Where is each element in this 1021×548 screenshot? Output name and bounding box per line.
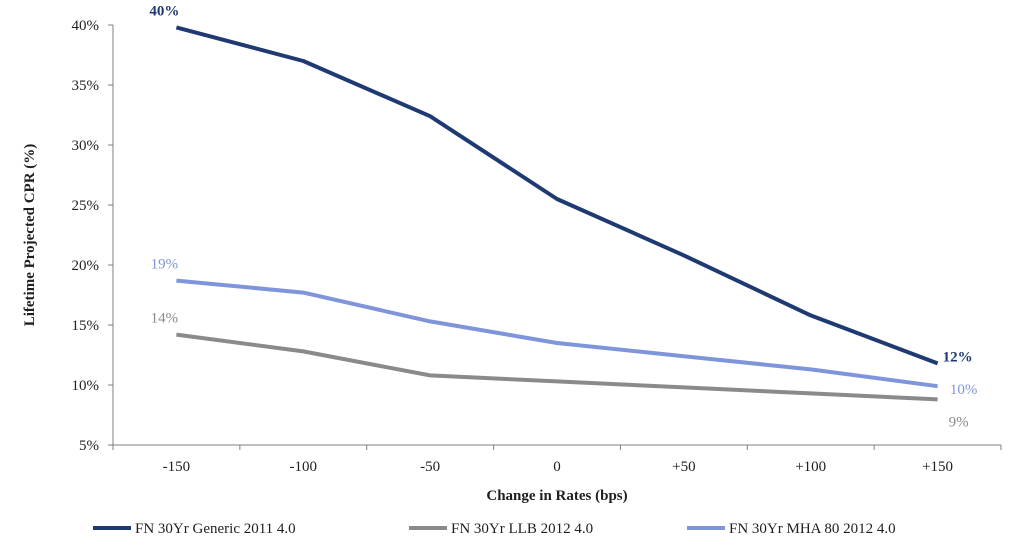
x-tick-label: -100 — [290, 459, 318, 475]
legend: FN 30Yr Generic 2011 4.0 FN 30Yr LLB 2012… — [93, 521, 896, 537]
x-tick-label: +100 — [795, 459, 826, 475]
data-label: 9% — [949, 414, 969, 430]
legend-label-3: FN 30Yr MHA 80 2012 4.0 — [729, 521, 896, 537]
data-label: 12% — [943, 349, 973, 365]
x-axis-title: Change in Rates (bps) — [486, 488, 627, 504]
y-tick-label: 35% — [72, 78, 100, 94]
legend-label-1: FN 30Yr Generic 2011 4.0 — [135, 521, 296, 537]
legend-label-2: FN 30Yr LLB 2012 4.0 — [451, 521, 593, 537]
series-line-3 — [176, 278, 938, 389]
series-line-2 — [176, 332, 938, 402]
y-tick-label: 30% — [72, 138, 100, 154]
data-label: 14% — [151, 311, 179, 327]
x-tick-label: +50 — [672, 459, 695, 475]
y-axis-title: Lifetime Projected CPR (%) — [22, 144, 38, 327]
y-tick-label: 5% — [79, 438, 99, 454]
y-tick-label: 15% — [72, 318, 100, 334]
y-tick-label: 20% — [72, 258, 100, 274]
data-label: 10% — [950, 382, 978, 398]
x-tick-label: -150 — [163, 459, 191, 475]
x-tick-label: +150 — [922, 459, 953, 475]
x-axis-ticks: -150 -100 -50 0 +50 +100 +150 — [112, 445, 1002, 475]
y-tick-label: 25% — [72, 198, 100, 214]
data-label: 40% — [149, 3, 179, 19]
y-tick-label: 40% — [72, 18, 100, 34]
x-tick-label: -50 — [420, 459, 440, 475]
y-tick-label: 10% — [72, 378, 100, 394]
series-lines — [175, 25, 939, 402]
y-axis-ticks: 5% 10% 15% 20% 25% 30% 35% 40% — [72, 18, 113, 454]
x-tick-label: 0 — [553, 459, 561, 475]
series-line-1 — [175, 25, 939, 366]
data-labels: 40% 12% 14% 9% 19% 10% — [149, 3, 977, 430]
data-label: 19% — [151, 257, 179, 273]
